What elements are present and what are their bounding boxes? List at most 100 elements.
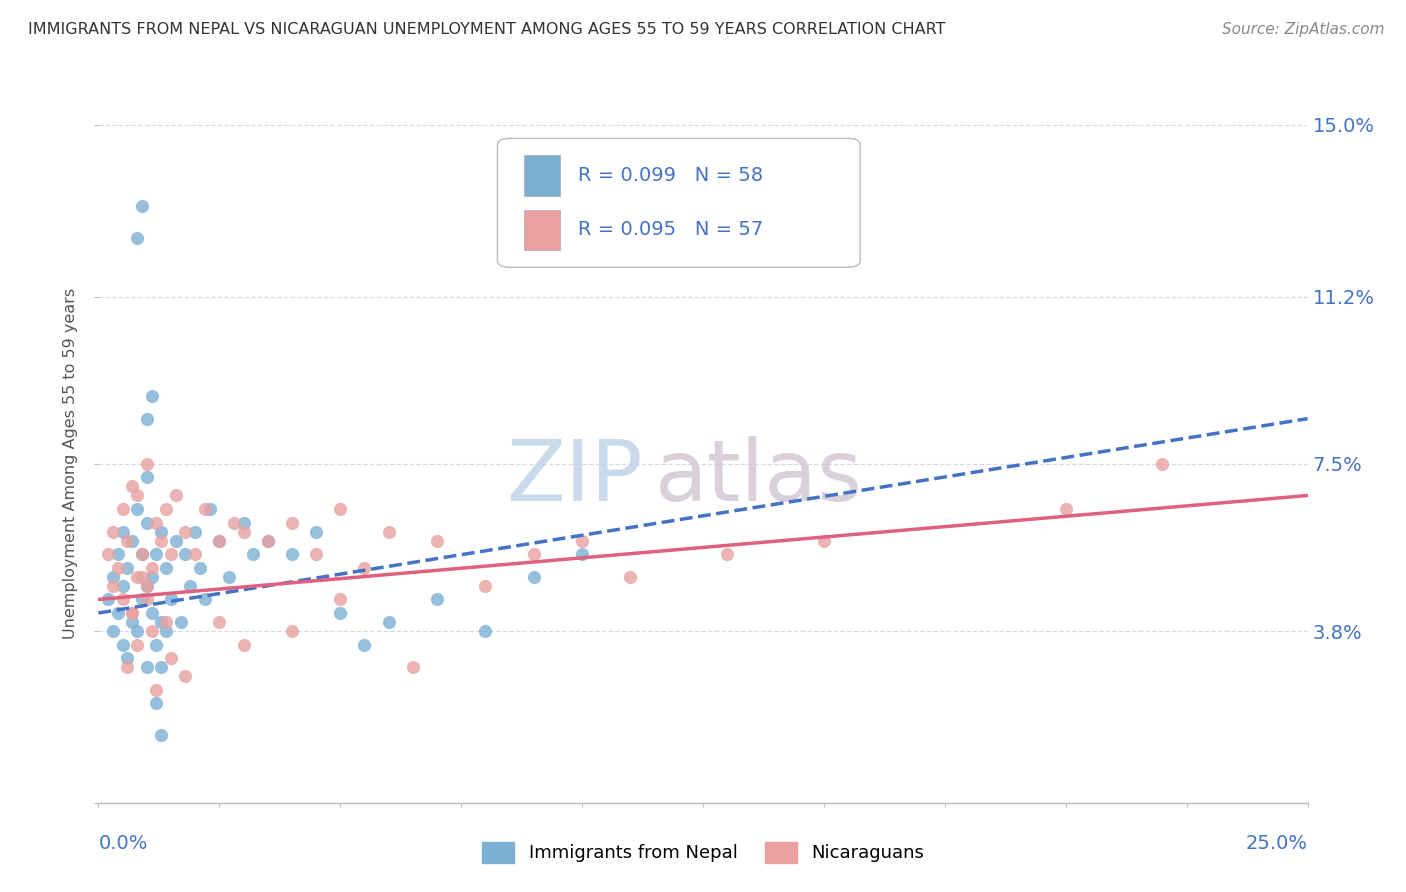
- Point: [155, 502, 177, 516]
- Point: [813, 533, 835, 548]
- Point: [135, 470, 157, 484]
- Point: [155, 624, 177, 638]
- Point: [131, 592, 153, 607]
- Point: [208, 533, 231, 548]
- Point: [107, 561, 129, 575]
- Point: [353, 638, 375, 652]
- Point: [377, 524, 399, 539]
- Point: [329, 502, 352, 516]
- Point: [141, 561, 163, 575]
- FancyBboxPatch shape: [498, 138, 860, 268]
- Point: [155, 615, 177, 629]
- Point: [474, 624, 496, 638]
- Text: ZIP: ZIP: [506, 436, 643, 519]
- Point: [111, 579, 134, 593]
- Point: [426, 592, 449, 607]
- Point: [184, 524, 207, 539]
- Point: [127, 502, 149, 516]
- Point: [222, 516, 245, 530]
- Point: [329, 606, 352, 620]
- Point: [150, 533, 173, 548]
- Point: [305, 524, 328, 539]
- Point: [155, 561, 177, 575]
- Point: [169, 615, 191, 629]
- Point: [111, 638, 134, 652]
- Point: [117, 660, 139, 674]
- Point: [135, 660, 157, 674]
- Point: [571, 533, 593, 548]
- Point: [232, 516, 254, 530]
- Point: [256, 533, 278, 548]
- Point: [474, 579, 496, 593]
- Point: [150, 728, 173, 742]
- Point: [135, 592, 157, 607]
- Point: [329, 592, 352, 607]
- Point: [160, 651, 183, 665]
- Point: [145, 682, 167, 697]
- Point: [101, 570, 124, 584]
- Text: Source: ZipAtlas.com: Source: ZipAtlas.com: [1222, 22, 1385, 37]
- Point: [141, 606, 163, 620]
- Point: [127, 570, 149, 584]
- Y-axis label: Unemployment Among Ages 55 to 59 years: Unemployment Among Ages 55 to 59 years: [63, 288, 79, 640]
- Point: [97, 592, 120, 607]
- Point: [117, 651, 139, 665]
- Point: [121, 606, 143, 620]
- Point: [135, 579, 157, 593]
- Point: [121, 533, 143, 548]
- Point: [135, 579, 157, 593]
- Point: [174, 669, 197, 683]
- FancyBboxPatch shape: [524, 210, 561, 251]
- Point: [188, 561, 211, 575]
- Point: [571, 547, 593, 561]
- Point: [160, 592, 183, 607]
- Point: [194, 502, 217, 516]
- Point: [141, 624, 163, 638]
- Point: [353, 561, 375, 575]
- Point: [174, 547, 197, 561]
- Point: [131, 570, 153, 584]
- Point: [198, 502, 221, 516]
- Point: [141, 389, 163, 403]
- Point: [131, 547, 153, 561]
- Point: [111, 592, 134, 607]
- Point: [127, 624, 149, 638]
- Text: IMMIGRANTS FROM NEPAL VS NICARAGUAN UNEMPLOYMENT AMONG AGES 55 TO 59 YEARS CORRE: IMMIGRANTS FROM NEPAL VS NICARAGUAN UNEM…: [28, 22, 946, 37]
- Point: [377, 615, 399, 629]
- FancyBboxPatch shape: [524, 155, 561, 196]
- Point: [256, 533, 278, 548]
- Point: [141, 570, 163, 584]
- Point: [117, 533, 139, 548]
- Point: [107, 606, 129, 620]
- Point: [281, 516, 304, 530]
- Point: [165, 533, 187, 548]
- Point: [117, 561, 139, 575]
- Point: [523, 547, 546, 561]
- Legend: Immigrants from Nepal, Nicaraguans: Immigrants from Nepal, Nicaraguans: [472, 833, 934, 871]
- Point: [135, 411, 157, 425]
- Point: [145, 697, 167, 711]
- Point: [523, 163, 546, 178]
- Point: [208, 533, 231, 548]
- Text: atlas: atlas: [655, 436, 863, 519]
- Point: [184, 547, 207, 561]
- Point: [121, 606, 143, 620]
- Point: [1152, 457, 1174, 471]
- Point: [165, 488, 187, 502]
- Text: R = 0.099   N = 58: R = 0.099 N = 58: [578, 166, 763, 186]
- Point: [194, 592, 217, 607]
- Point: [208, 615, 231, 629]
- Text: 25.0%: 25.0%: [1246, 834, 1308, 853]
- Point: [135, 457, 157, 471]
- Point: [150, 524, 173, 539]
- Point: [107, 547, 129, 561]
- Point: [135, 516, 157, 530]
- Point: [242, 547, 264, 561]
- Point: [121, 615, 143, 629]
- Text: 0.0%: 0.0%: [98, 834, 148, 853]
- Point: [131, 547, 153, 561]
- Point: [145, 547, 167, 561]
- Point: [179, 579, 201, 593]
- Point: [97, 547, 120, 561]
- Point: [305, 547, 328, 561]
